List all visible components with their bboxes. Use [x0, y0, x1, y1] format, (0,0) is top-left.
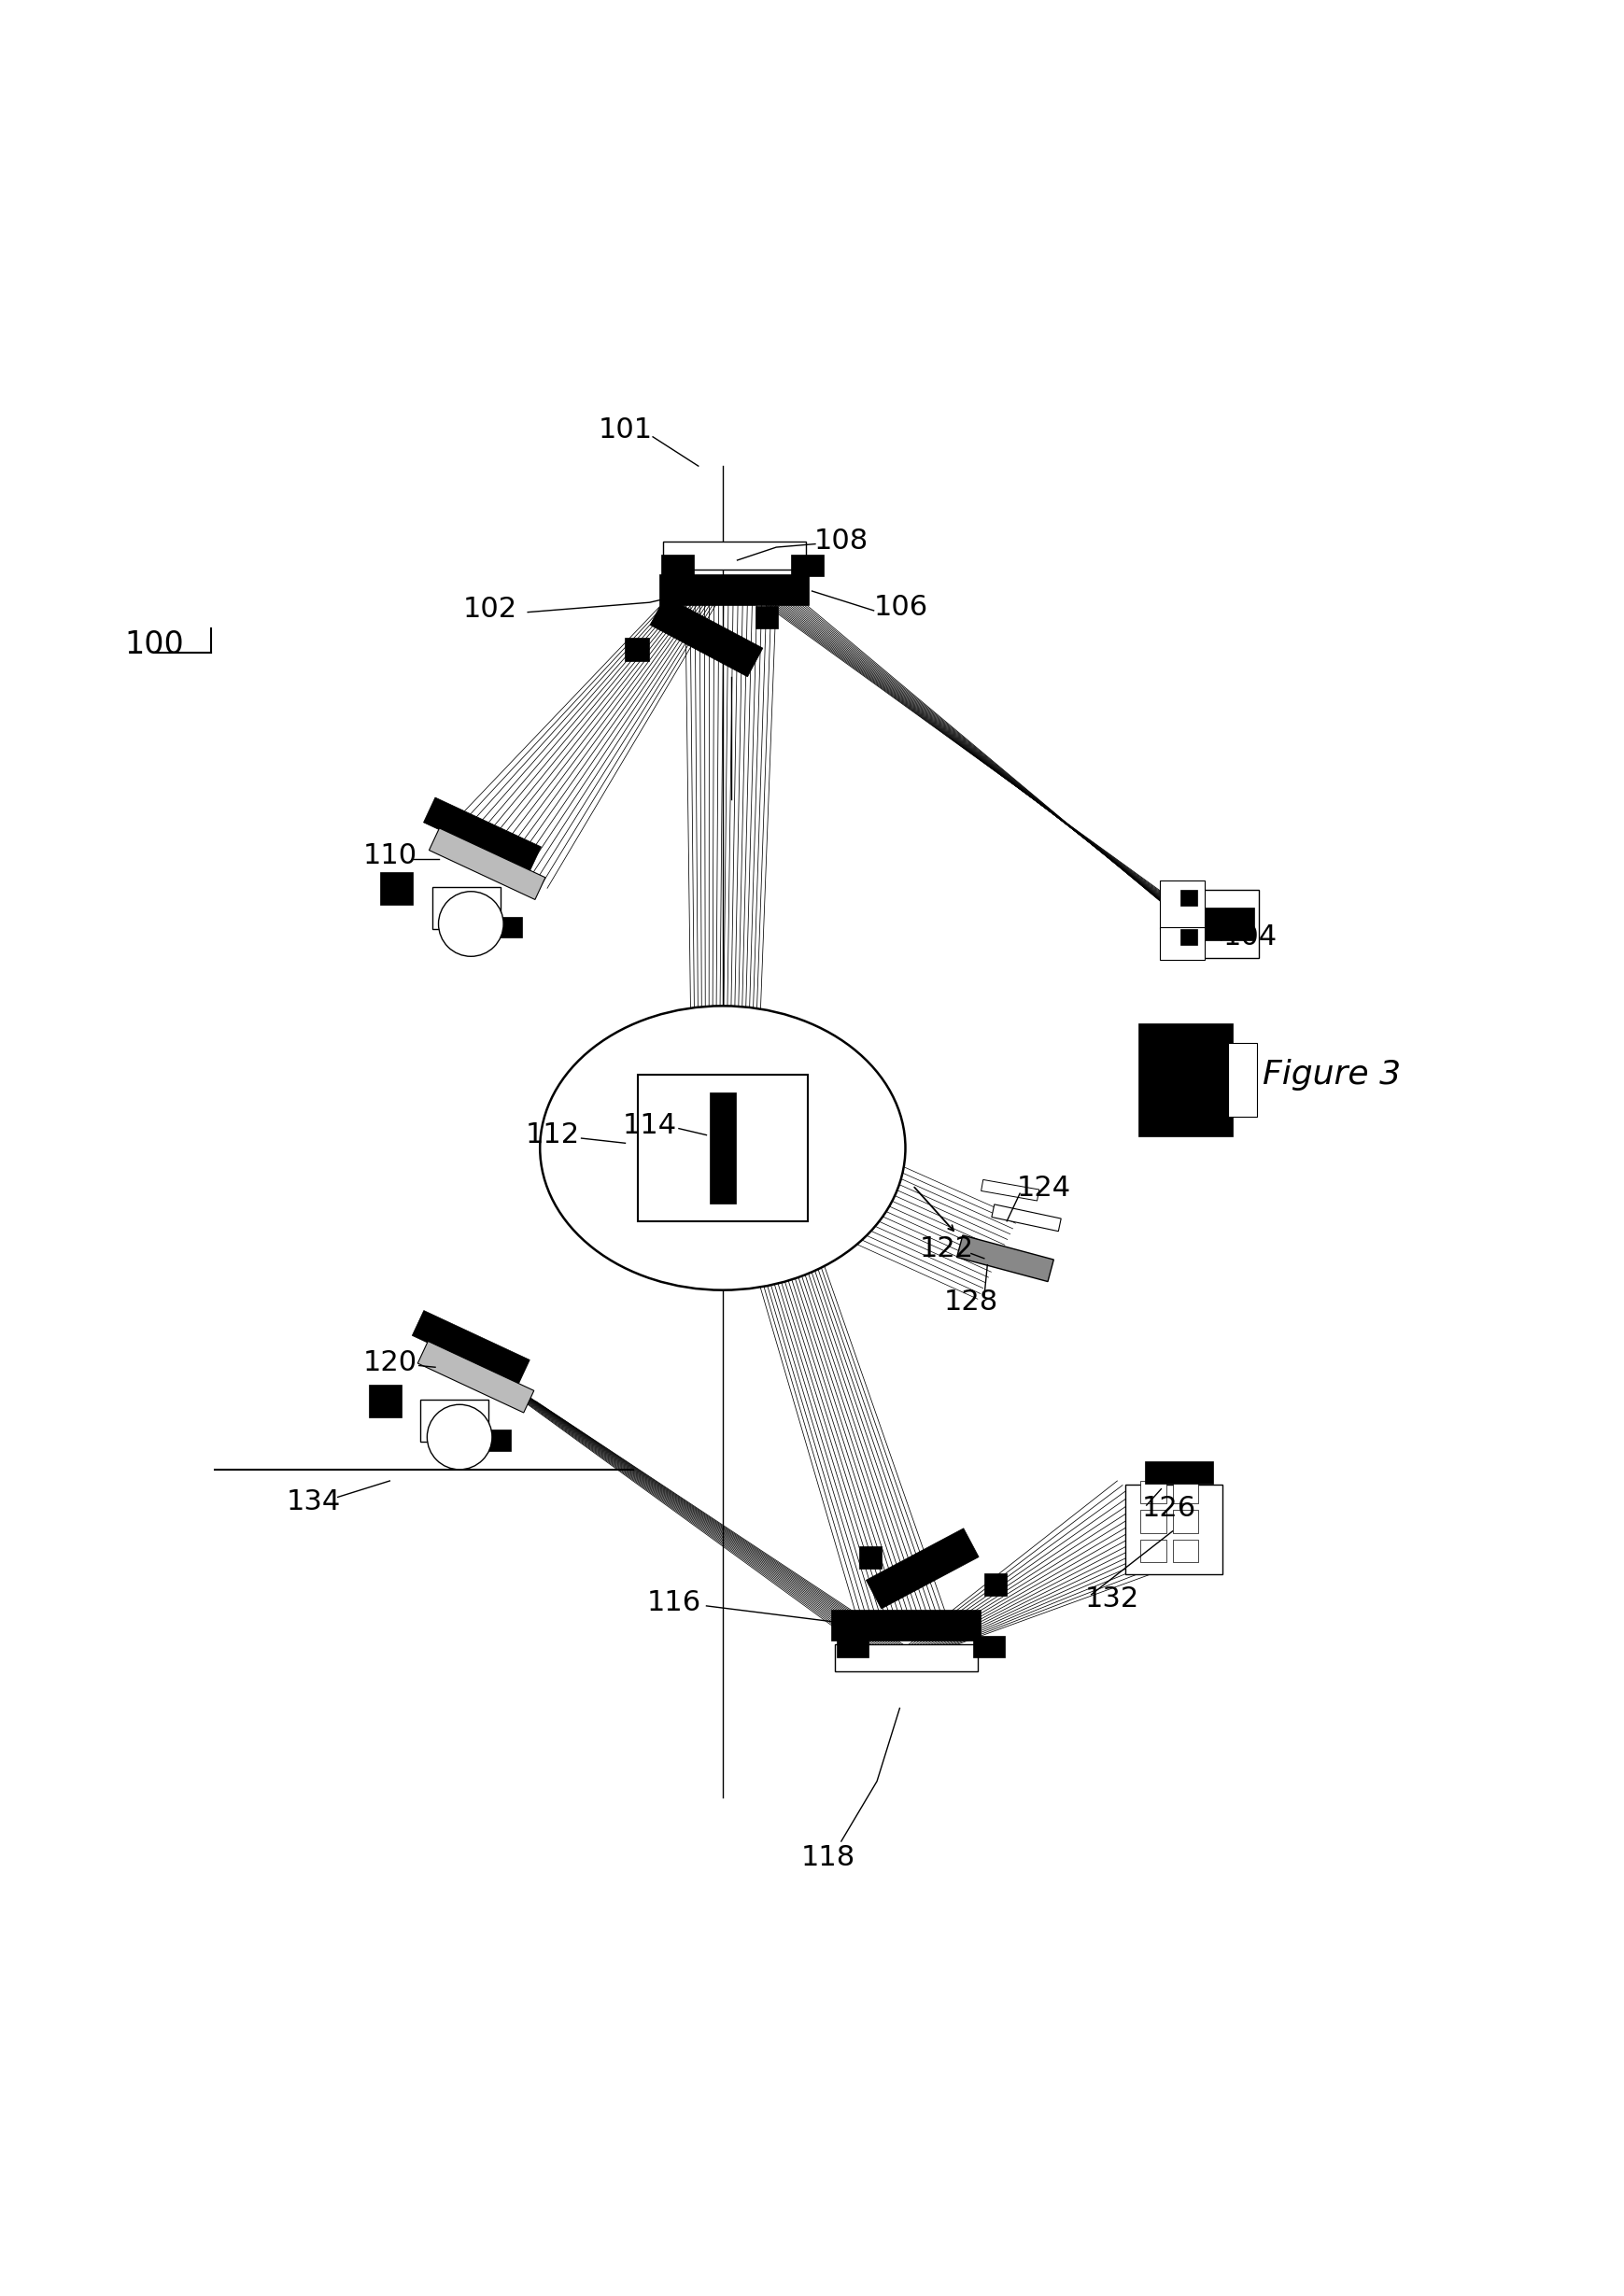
Circle shape	[438, 891, 503, 957]
Polygon shape	[1173, 1538, 1199, 1561]
Text: 120: 120	[362, 1348, 417, 1375]
Polygon shape	[429, 829, 546, 900]
Circle shape	[427, 1405, 492, 1469]
Polygon shape	[1125, 1486, 1223, 1575]
Polygon shape	[755, 606, 778, 629]
Text: 134: 134	[286, 1488, 341, 1515]
Polygon shape	[661, 556, 693, 576]
Polygon shape	[497, 916, 521, 937]
Polygon shape	[1160, 928, 1205, 960]
Polygon shape	[992, 1205, 1060, 1231]
Polygon shape	[1181, 891, 1197, 907]
Polygon shape	[663, 542, 806, 569]
Text: 122: 122	[919, 1235, 974, 1263]
Polygon shape	[1228, 1042, 1257, 1116]
Text: 101: 101	[598, 418, 653, 443]
Polygon shape	[1173, 1511, 1199, 1534]
Text: 130: 130	[1142, 1061, 1197, 1088]
Polygon shape	[836, 1637, 869, 1658]
Polygon shape	[659, 574, 809, 604]
Text: 114: 114	[622, 1111, 677, 1139]
Polygon shape	[369, 1384, 401, 1417]
Polygon shape	[1140, 1511, 1166, 1534]
Polygon shape	[831, 1609, 981, 1642]
Polygon shape	[1164, 907, 1254, 939]
Polygon shape	[973, 1637, 1005, 1658]
Polygon shape	[710, 1093, 736, 1203]
Polygon shape	[981, 1180, 1039, 1201]
Polygon shape	[424, 797, 541, 872]
Polygon shape	[791, 556, 823, 576]
Ellipse shape	[539, 1006, 905, 1290]
Text: Figure 3: Figure 3	[1262, 1058, 1402, 1091]
Polygon shape	[412, 1311, 529, 1384]
Text: 128: 128	[944, 1288, 999, 1316]
Text: 124: 124	[1017, 1176, 1072, 1203]
Polygon shape	[859, 1545, 882, 1568]
Polygon shape	[835, 1644, 978, 1671]
Polygon shape	[624, 638, 648, 661]
Polygon shape	[486, 1430, 510, 1451]
Polygon shape	[650, 597, 763, 677]
Text: 106: 106	[874, 595, 929, 620]
Text: 108: 108	[814, 528, 869, 553]
Text: 116: 116	[646, 1589, 702, 1616]
Polygon shape	[957, 1235, 1054, 1281]
Polygon shape	[432, 886, 500, 930]
Text: 112: 112	[525, 1120, 580, 1148]
Polygon shape	[866, 1529, 979, 1609]
Polygon shape	[1161, 891, 1259, 957]
Text: 118: 118	[801, 1844, 856, 1871]
Polygon shape	[637, 1075, 807, 1221]
Polygon shape	[1140, 1538, 1166, 1561]
Polygon shape	[1145, 1460, 1213, 1483]
Text: 104: 104	[1223, 923, 1278, 951]
Text: 132: 132	[1085, 1587, 1140, 1612]
Polygon shape	[421, 1401, 489, 1442]
Polygon shape	[984, 1573, 1007, 1596]
Polygon shape	[1181, 930, 1197, 946]
Text: 126: 126	[1142, 1495, 1197, 1522]
Text: 100: 100	[125, 629, 184, 659]
Text: 110: 110	[362, 843, 417, 870]
Polygon shape	[1173, 1481, 1199, 1504]
Polygon shape	[1138, 1024, 1233, 1137]
Polygon shape	[417, 1341, 534, 1412]
Polygon shape	[380, 872, 412, 905]
Text: 102: 102	[463, 595, 518, 622]
Polygon shape	[1160, 879, 1205, 930]
Polygon shape	[1140, 1481, 1166, 1504]
